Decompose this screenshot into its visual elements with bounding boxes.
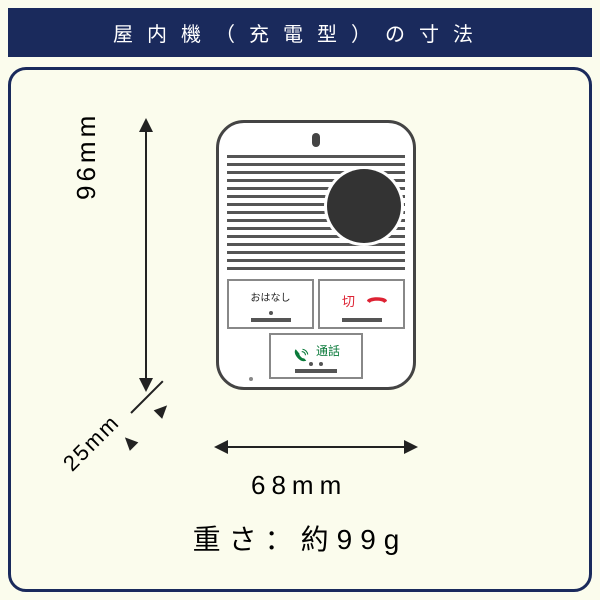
cut-button: 切 <box>318 279 405 329</box>
cut-bar-icon <box>342 318 382 322</box>
header-title: 屋内機（充電型）の寸法 <box>113 24 487 46</box>
dimension-depth-arrow <box>121 402 181 462</box>
button-row: おはなし 切 <box>227 279 405 329</box>
cut-button-label: 切 <box>342 291 355 310</box>
talk-led-icon <box>269 311 273 315</box>
dimension-height-label: 96mm <box>71 112 102 200</box>
diagram-frame: おはなし 切 通話 96 <box>8 67 592 592</box>
mic-dot-icon <box>249 377 253 381</box>
dimension-height-arrow <box>131 120 161 390</box>
call-button: 通話 <box>269 333 363 379</box>
header-bar: 屋内機（充電型）の寸法 <box>8 8 592 57</box>
weight-label: 重さ：約99g <box>11 518 589 558</box>
device-outline: おはなし 切 通話 <box>216 120 416 390</box>
call-led-icon <box>309 362 323 366</box>
talk-button: おはなし <box>227 279 314 329</box>
call-phone-icon <box>292 347 310 365</box>
speaker-hole <box>327 169 401 243</box>
call-bar-icon <box>295 369 337 373</box>
dimension-width-arrow <box>216 432 416 462</box>
talk-bar-icon <box>251 318 291 322</box>
call-button-label: 通話 <box>316 342 340 359</box>
hangup-phone-icon <box>365 293 389 305</box>
dimension-depth-label: 25mm <box>58 409 125 476</box>
dimension-width-label: 68mm <box>251 470 347 501</box>
talk-button-label: おはなし <box>251 289 291 304</box>
